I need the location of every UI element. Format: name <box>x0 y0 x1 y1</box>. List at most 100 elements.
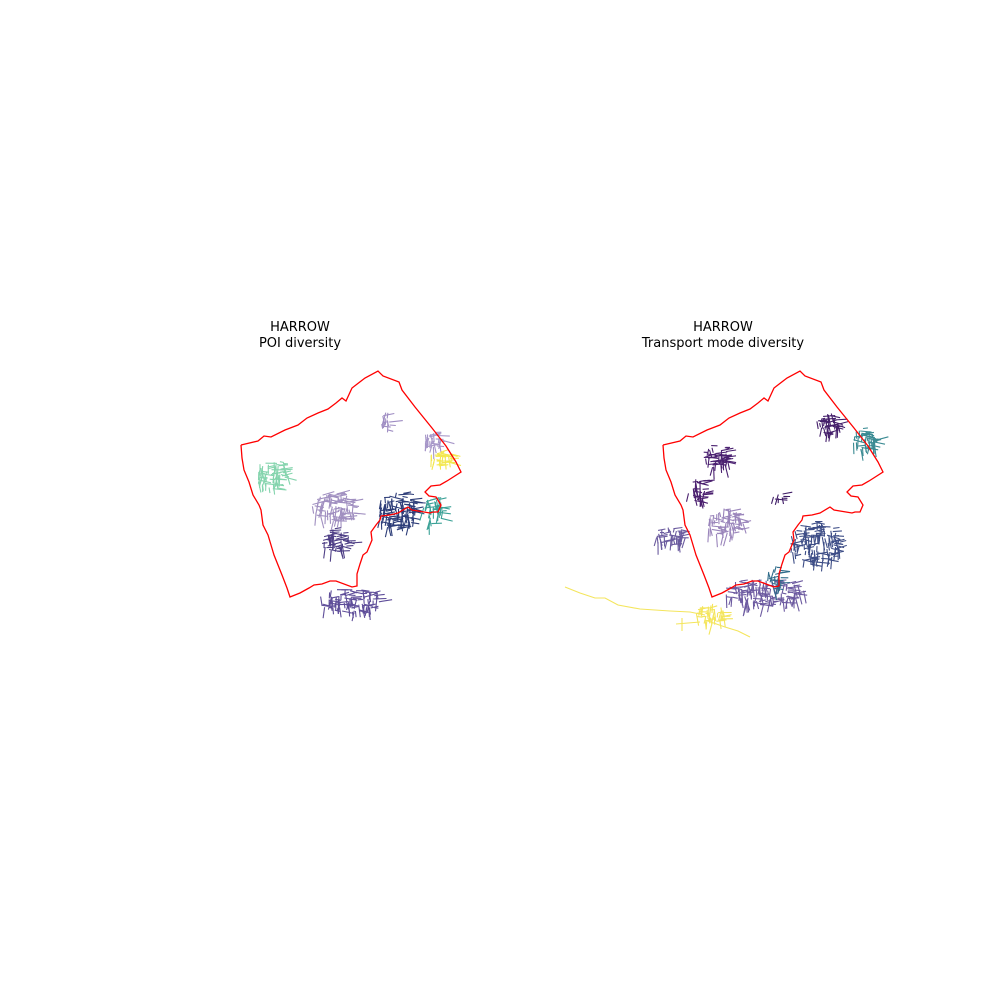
street-segment <box>368 608 371 621</box>
street-segment <box>818 534 820 542</box>
street-segment <box>432 433 435 443</box>
cluster-south <box>320 589 393 622</box>
street-segment <box>839 539 847 543</box>
street-segment <box>335 596 337 611</box>
street-segment <box>382 422 385 428</box>
street-segment <box>777 584 782 594</box>
street-segment <box>715 451 728 455</box>
street-segment <box>832 530 842 533</box>
street-segment <box>350 596 363 598</box>
street-segment <box>819 422 822 428</box>
street-segment <box>739 580 750 585</box>
street-segment <box>713 517 724 521</box>
street-segment <box>785 598 789 610</box>
street-segment <box>316 496 330 501</box>
street-segment <box>678 532 686 535</box>
street-segment <box>327 596 333 610</box>
street-segment <box>283 464 288 477</box>
street-segment <box>333 532 345 536</box>
poi-diversity-map-panel: HARROW POI diversity <box>240 320 462 622</box>
street-segment <box>787 591 795 594</box>
street-segment <box>354 610 357 618</box>
street-segment <box>363 603 374 607</box>
street-segment <box>419 507 425 521</box>
street-segment <box>804 540 807 546</box>
street-segment <box>736 525 741 529</box>
street-segment <box>811 521 821 525</box>
cluster-west <box>685 479 715 509</box>
street-segment <box>322 607 326 619</box>
map-title: HARROW Transport mode diversity <box>543 320 903 352</box>
street-segment <box>387 501 393 514</box>
street-segment <box>833 526 840 529</box>
street-segment <box>809 543 812 551</box>
street-segment <box>428 515 432 527</box>
street-segment <box>340 507 344 517</box>
street-segment <box>708 523 713 537</box>
street-segment <box>726 596 733 599</box>
street-segment <box>764 590 767 599</box>
street-segment <box>726 449 737 453</box>
street-segment <box>721 455 724 462</box>
street-segment <box>813 550 816 557</box>
street-segment <box>391 505 403 510</box>
street-segment <box>442 449 449 453</box>
street-segment <box>874 441 886 445</box>
street-segment <box>765 599 771 603</box>
street-segment <box>411 510 415 522</box>
street-segment <box>315 503 319 515</box>
street-segment <box>359 609 369 613</box>
street-segment <box>787 586 793 589</box>
street-segment <box>402 495 408 499</box>
street-segment <box>451 453 461 457</box>
street-segment <box>824 424 838 428</box>
street-segment <box>319 514 325 529</box>
street-segment <box>389 424 396 427</box>
street-segment <box>281 472 293 477</box>
street-segment <box>333 517 338 527</box>
street-segment <box>389 515 398 518</box>
street-segment <box>337 508 345 511</box>
street-segment <box>342 497 356 502</box>
street-segment <box>323 532 337 538</box>
street-segment <box>261 466 264 474</box>
street-segment <box>773 588 778 601</box>
street-segment <box>759 603 765 617</box>
street-segment <box>746 584 750 597</box>
street-segment <box>824 538 828 549</box>
street-segment <box>745 599 751 611</box>
street-segment <box>779 571 790 574</box>
street-segment <box>833 418 848 421</box>
street-segment <box>323 547 326 559</box>
street-segment <box>329 529 342 532</box>
street-segment <box>335 534 349 540</box>
street-segment <box>410 501 418 505</box>
street-segment <box>267 465 275 468</box>
street-segment <box>348 512 360 515</box>
street-segment <box>280 470 286 473</box>
cluster-east-yellow <box>430 449 462 470</box>
street-segment <box>410 499 423 504</box>
street-segment <box>346 603 355 606</box>
street-segment <box>709 617 713 625</box>
street-segment <box>331 531 335 543</box>
street-segment <box>860 449 863 455</box>
street-segment <box>267 466 277 470</box>
street-segment <box>750 584 753 592</box>
street-segment <box>382 415 386 426</box>
street-segment <box>795 598 800 612</box>
street-segment <box>438 451 443 465</box>
street-segment <box>702 493 714 496</box>
street-segment <box>656 534 668 537</box>
street-segment <box>727 461 731 470</box>
street-segment <box>345 601 350 610</box>
street-segment <box>711 603 714 614</box>
street-segment <box>707 456 710 468</box>
street-segment <box>339 501 351 505</box>
street-segment <box>351 610 355 622</box>
street-segment <box>660 541 663 550</box>
street-segment <box>752 584 755 598</box>
street-segment <box>265 483 275 486</box>
street-segment <box>718 527 727 532</box>
street-segment <box>448 461 462 467</box>
